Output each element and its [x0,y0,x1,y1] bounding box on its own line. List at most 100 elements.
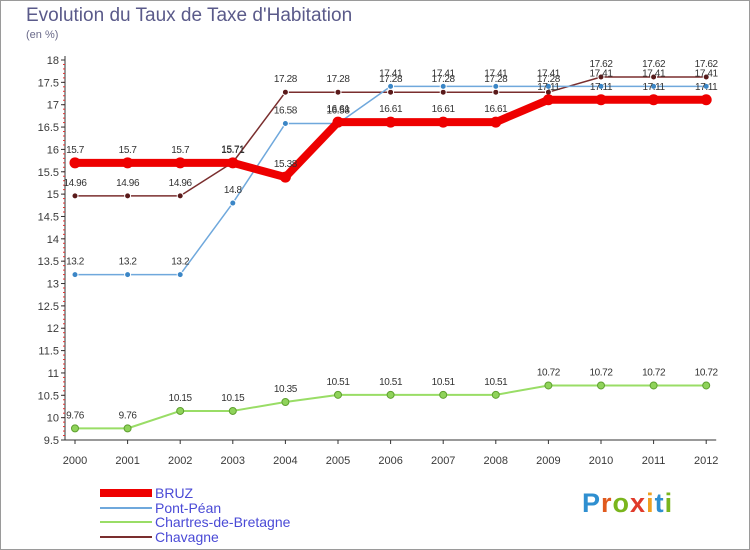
x-tick-label: 2008 [484,455,508,467]
data-label: 10.15 [169,393,193,404]
data-label: 16.61 [432,104,456,115]
data-label: 10.51 [432,377,456,388]
data-label: 10.15 [221,393,245,404]
y-tick-label: 13 [47,279,59,291]
data-label: 17.41 [537,68,561,79]
data-point [490,116,502,128]
data-label: 10.72 [589,367,613,378]
data-point [334,88,342,96]
data-point [544,381,553,390]
data-point [71,192,79,200]
data-point [597,73,605,81]
y-tick-label: 12 [47,323,59,335]
data-point [279,171,291,183]
data-point [229,199,237,207]
data-point [332,116,344,128]
data-label: 13.2 [171,257,190,268]
data-point [281,88,289,96]
data-label: 10.72 [537,367,561,378]
data-point [650,82,658,90]
data-label: 17.11 [642,82,665,93]
data-label: 10.51 [484,377,508,388]
logo-letter: r [601,488,613,518]
data-label: 15.7 [119,145,138,156]
data-label: 17.28 [537,74,561,85]
series-chavagne [71,73,710,200]
data-label: 17.41 [589,68,613,79]
data-point [123,424,132,433]
data-label: 9.76 [119,410,138,421]
legend-label: Pont-Péan [155,500,221,516]
y-tick-label: 13.5 [38,256,59,268]
logo-letter: t [654,488,665,518]
data-label: 13.2 [66,257,85,268]
x-tick-label: 2003 [221,455,245,467]
data-point [281,398,290,406]
y-tick-label: 9.5 [44,435,59,447]
data-label: 10.72 [695,367,719,378]
data-point [437,116,449,128]
data-point [176,271,184,279]
data-label: 15.71 [221,144,245,155]
chart-title: Evolution du Taux de Taxe d'Habitation [26,5,353,26]
y-tick-label: 10.5 [38,390,59,402]
data-label: 10.51 [326,377,350,388]
x-tick-label: 2004 [273,455,297,467]
labels-pont-p-an: 13.2 13.2 13.2 14.8 16.58 16.58 17.41 17.41 17.4… [66,68,719,268]
chart-unit: (en %) [26,29,59,41]
x-tick-label: 2006 [378,455,402,467]
data-label: 17.28 [326,74,350,85]
y-tick-label: 12.5 [38,301,59,313]
data-label: 17.62 [589,59,613,70]
data-point [439,82,447,90]
proxiti-logo: Proxiti [582,488,673,519]
logo-letter: x [630,488,647,518]
data-label: 14.96 [63,178,87,189]
data-label: 17.41 [642,68,666,79]
legend-label: Chartres-de-Bretagne [155,514,291,530]
data-point [176,406,185,415]
data-point [702,82,710,90]
series-layer: 9.76 9.76 10.15 10.15 10.35 10.51 10.51 10.51 10… [63,59,719,433]
data-point [174,157,186,169]
x-tick-label: 2012 [694,455,718,467]
y-tick-label: 11 [48,368,59,380]
data-point [597,82,605,90]
data-label: 17.41 [432,68,456,79]
x-tick-label: 2011 [642,455,666,467]
logo-letter: P [582,488,602,518]
legend-label: BRUZ [155,485,194,501]
y-tick-label: 10 [47,413,59,425]
data-label: 17.11 [695,82,718,93]
data-label: 17.28 [379,74,403,85]
data-point [492,88,500,96]
data-point [648,94,660,106]
data-point [542,94,554,106]
y-tick-label: 15.5 [38,167,59,179]
x-tick-label: 2010 [589,455,613,467]
y-tick-label: 15 [47,189,59,201]
data-point [492,82,500,90]
data-point [702,73,710,81]
x-tick-label: 2001 [115,455,139,467]
y-tick-label: 14.5 [38,211,59,223]
data-point [386,390,395,399]
data-point [387,88,395,96]
data-label: 15.7 [66,145,85,156]
data-point [439,88,447,96]
x-tick-label: 2005 [326,455,350,467]
y-tick-label: 14 [47,234,59,246]
y-tick-label: 17 [47,100,59,112]
data-point [597,381,605,390]
data-point [122,157,134,169]
data-label: 16.61 [484,104,508,115]
data-point [71,424,79,433]
data-point [700,94,712,106]
data-label: 17.11 [590,82,613,93]
data-label: 13.2 [119,257,138,268]
y-tick-label: 16.5 [38,122,59,134]
data-label: 10.35 [274,384,298,395]
data-point [385,116,397,128]
